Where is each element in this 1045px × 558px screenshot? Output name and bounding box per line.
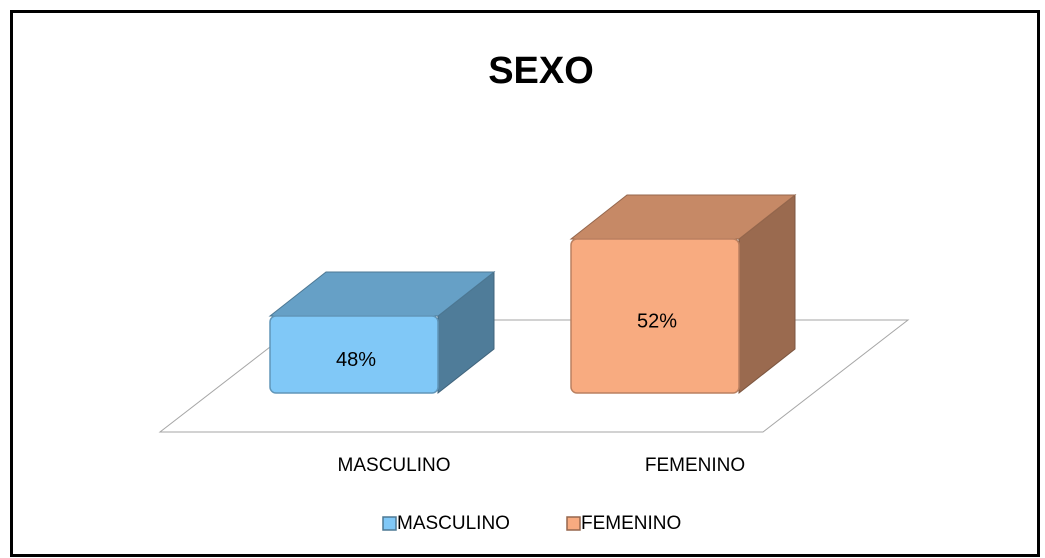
legend-label: MASCULINO <box>397 513 510 534</box>
chart-frame <box>10 10 1040 557</box>
chart-title: SEXO <box>488 50 594 92</box>
x-tick-label: MASCULINO <box>338 455 451 476</box>
data-label: 48% <box>336 349 376 371</box>
data-label: 52% <box>637 310 677 332</box>
bar <box>268 270 496 395</box>
legend-label: FEMENINO <box>581 513 681 534</box>
bar-front <box>269 315 439 394</box>
bar <box>569 193 797 395</box>
legend-swatch <box>382 516 397 531</box>
legend-swatch <box>566 516 581 531</box>
x-tick-label: FEMENINO <box>645 455 745 476</box>
floor <box>158 319 910 433</box>
bar-front <box>570 238 740 394</box>
